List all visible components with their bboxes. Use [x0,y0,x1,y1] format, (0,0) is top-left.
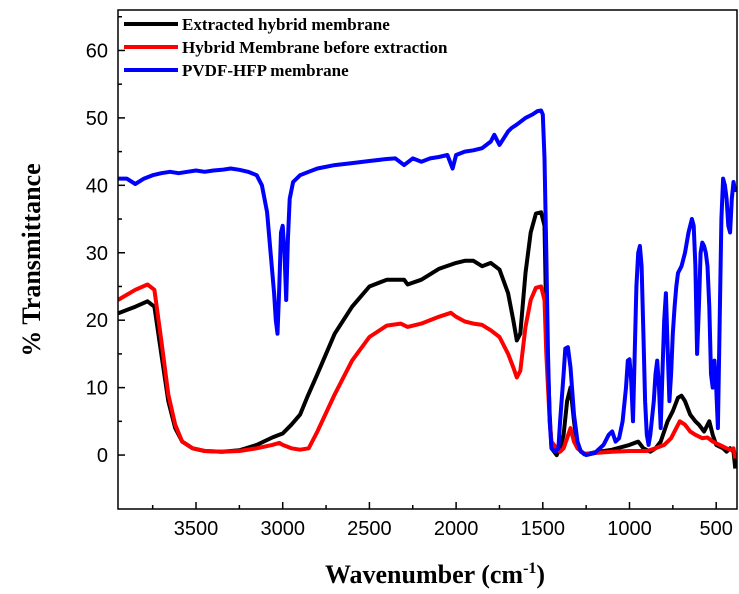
x-tick-label: 1000 [607,518,652,540]
y-tick-label: 0 [97,445,108,467]
x-axis-title-sup: -1 [523,560,536,577]
x-axis-title-main: Wavenumber (cm [325,560,523,589]
y-tick-label: 30 [86,243,108,265]
x-tick-label: 2500 [347,518,392,540]
x-tick-label: 3500 [174,518,219,540]
x-tick-label: 2000 [434,518,479,540]
x-axis-title: Wavenumber (cm-1) [325,560,545,589]
x-tick-label: 3000 [260,518,305,540]
x-tick-label: 500 [700,518,733,540]
y-tick-label: 50 [86,108,108,130]
axis-ticks: 3500 3000 2500 2000 1500 1000 500 0 10 20 30 40 50 60 [86,15,733,540]
x-axis-title-close: ) [536,560,545,589]
legend-label: PVDF-HFP membrane [182,61,349,80]
series-line-2 [118,282,737,459]
plot-frame [117,9,738,510]
y-tick-label: 10 [86,378,108,400]
series-line-1 [118,210,737,469]
y-axis-title: % Transmittance [17,163,46,356]
legend-label: Hybrid Membrane before extraction [182,38,448,57]
series-line-3 [118,108,737,458]
y-tick-label: 60 [86,40,108,62]
x-tick-label: 1500 [521,518,566,540]
legend: Extracted hybrid membrane Hybrid Membrane… [124,15,448,80]
y-tick-label: 40 [86,175,108,197]
y-tick-label: 20 [86,310,108,332]
legend-label: Extracted hybrid membrane [182,15,390,34]
series-lines [118,108,737,469]
